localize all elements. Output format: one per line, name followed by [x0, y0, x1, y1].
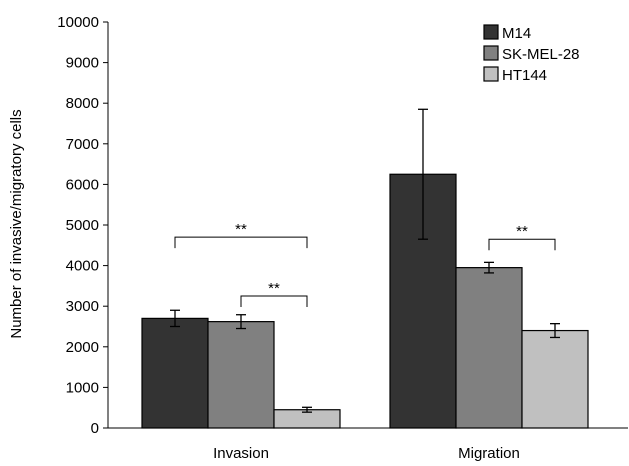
y-tick-label: 2000	[66, 339, 99, 356]
legend-label: SK-MEL-28	[502, 46, 580, 63]
y-tick-label: 4000	[66, 258, 99, 275]
legend-swatch	[483, 24, 499, 40]
y-axis-label: Number of invasive/migratory cells	[8, 109, 25, 338]
bar	[455, 267, 523, 429]
y-tick-label: 5000	[66, 217, 99, 234]
legend-label: M14	[502, 25, 531, 42]
significance-label: **	[235, 221, 247, 238]
y-tick-label: 6000	[66, 176, 99, 193]
y-tick-label: 10000	[57, 14, 99, 31]
significance-label: **	[516, 223, 528, 240]
y-tick-label: 0	[91, 420, 99, 437]
significance-bracket	[488, 238, 556, 251]
significance-label: **	[268, 280, 280, 297]
significance-bracket	[174, 236, 308, 249]
legend: M14 SK-MEL-28 HT144	[483, 24, 580, 84]
legend-swatch	[483, 66, 499, 82]
y-tick-label: 9000	[66, 55, 99, 72]
bar	[521, 329, 589, 429]
y-tick-label: 3000	[66, 298, 99, 315]
bar	[141, 317, 209, 429]
plot-area: 0 1000 2000 3000 4000 5000 6000 7000 8000 9000 100…	[57, 14, 628, 462]
bar	[207, 321, 275, 429]
y-tick-label: 8000	[66, 95, 99, 112]
significance-bracket	[240, 295, 308, 308]
y-tick-label: 1000	[66, 379, 99, 396]
legend-swatch	[483, 45, 499, 61]
y-tick-label: 7000	[66, 136, 99, 153]
x-tick-label: Migration	[458, 445, 520, 462]
legend-label: HT144	[502, 67, 547, 84]
x-tick-label: Invasion	[213, 445, 269, 462]
